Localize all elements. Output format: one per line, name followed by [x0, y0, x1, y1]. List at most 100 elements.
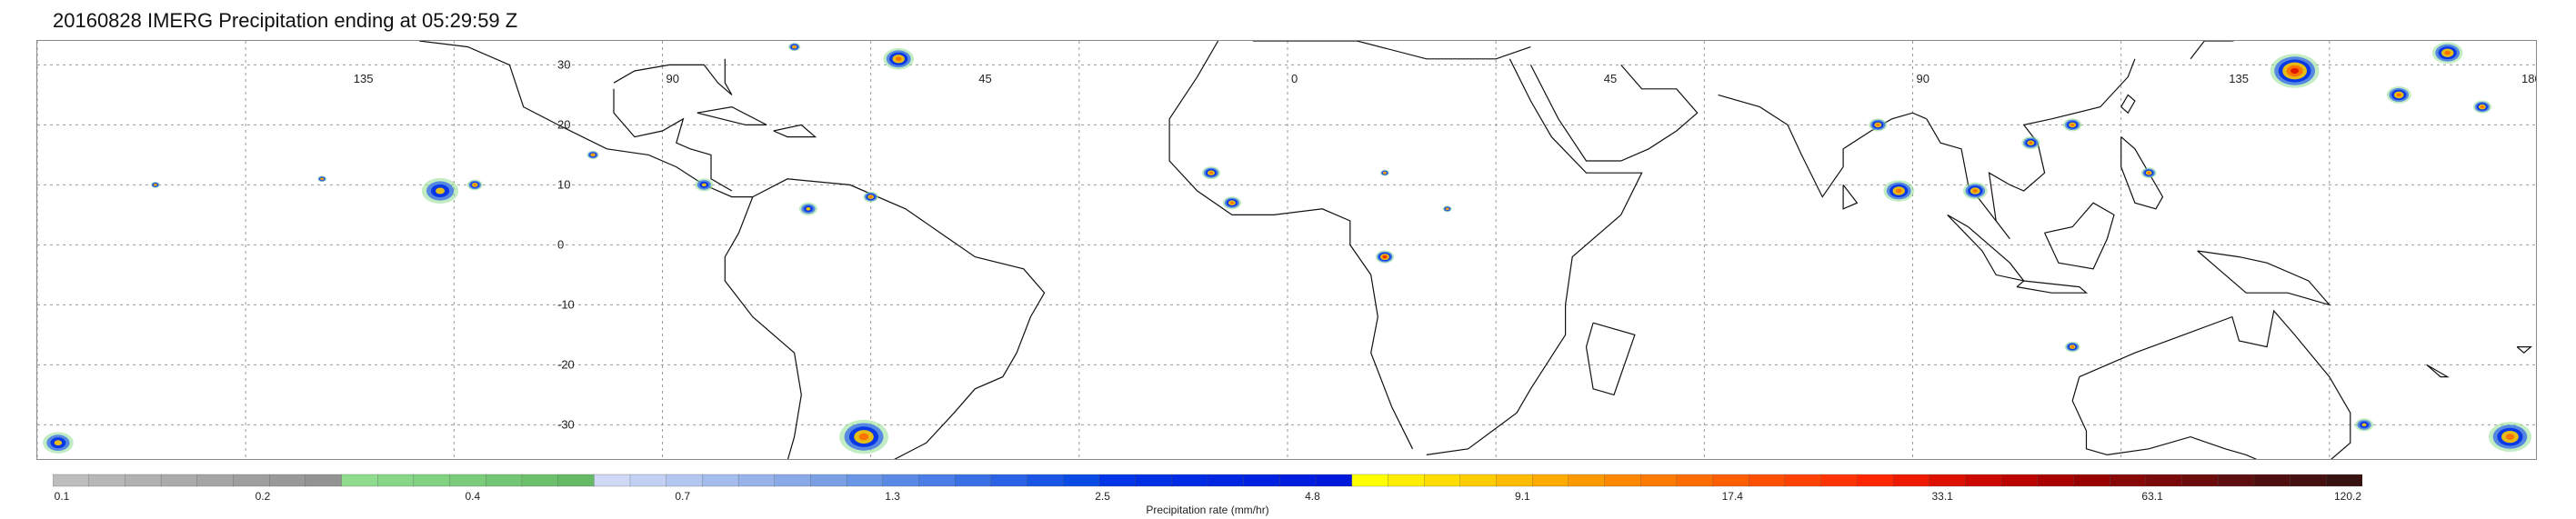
- colorbar-segment: [2253, 474, 2291, 487]
- colorbar-segment: [2000, 474, 2039, 487]
- colorbar-segment: [1965, 474, 2002, 487]
- longitude-label: 90: [1917, 72, 1929, 85]
- precip-contour: [1876, 124, 1880, 126]
- colorbar-segment: [1388, 474, 1425, 487]
- precip-cell: [2140, 167, 2157, 179]
- colorbar-segment: [2181, 474, 2219, 487]
- coast-sumatra: [1947, 214, 2026, 282]
- precip-cell: [1962, 182, 1988, 200]
- colorbar-segment: [268, 474, 306, 487]
- colorbar-segment: [702, 474, 739, 487]
- colorbar-segment: [1027, 474, 1064, 487]
- colorbar-segment: [2073, 474, 2110, 487]
- colorbar-segment: [2218, 474, 2255, 487]
- precip-contour: [1208, 171, 1213, 175]
- latitude-label: 30: [557, 57, 570, 71]
- colorbar-tick-label: 0.7: [675, 490, 690, 503]
- precip-contour: [473, 184, 476, 186]
- colorbar: 0.1 0.2 0.4 0.7 1.3 2.5 4.8 9.1 17.4 33.1 63.1 120.…: [53, 473, 2362, 516]
- colorbar-title: Precipitation rate (mm/hr): [1146, 504, 1269, 516]
- precip-cell: [1379, 169, 1389, 176]
- latitude-label: 10: [557, 177, 570, 191]
- colorbar-segment: [377, 474, 415, 487]
- colorbar-segment: [1712, 474, 1749, 487]
- colorbar-segment: [774, 474, 812, 487]
- colorbar-segment: [1640, 474, 1678, 487]
- colorbar-segment: [629, 474, 667, 487]
- coastlines: [419, 41, 2533, 459]
- colorbar-tick-label: 0.4: [465, 490, 480, 503]
- colorbar-segment: [666, 474, 704, 487]
- precip-contour: [1972, 189, 1978, 193]
- precip-cell: [1201, 166, 1221, 180]
- colorbar-segment: [160, 474, 198, 487]
- coast-gulf-mexico: [613, 88, 733, 192]
- coast-australia-west: [2071, 376, 2258, 459]
- colorbar-segment: [955, 474, 992, 487]
- precip-cell: [2021, 136, 2040, 150]
- precip-cell: [2431, 42, 2463, 64]
- precip-cell: [2270, 54, 2320, 88]
- coast-hispaniola: [773, 124, 817, 138]
- colorbar-tick-label: 1.3: [885, 490, 900, 503]
- colorbar-segment: [990, 474, 1028, 487]
- precip-contour: [1446, 208, 1448, 210]
- coast-southeast-asia: [1926, 58, 2136, 240]
- precip-contour: [1383, 255, 1387, 258]
- coast-philippines: [2120, 136, 2164, 210]
- precip-contour: [868, 195, 873, 198]
- colorbar-segment: [1243, 474, 1281, 487]
- precip-cell: [150, 181, 160, 188]
- longitude-label: 0: [1291, 72, 1298, 85]
- precip-contour: [2396, 93, 2401, 97]
- colorbar-canvas: 0.1 0.2 0.4 0.7 1.3 2.5 4.8 9.1 17.4 33.1 63.1 120.…: [53, 474, 2362, 503]
- precip-cell: [466, 179, 483, 191]
- colorbar-segment: [1135, 474, 1172, 487]
- graticule: [37, 41, 2536, 459]
- colorbar-tick-label: 0.1: [55, 490, 70, 503]
- coast-cuba: [697, 105, 767, 125]
- precip-cell: [2063, 118, 2082, 132]
- colorbar-segment: [1749, 474, 1786, 487]
- colorbar-segment: [1892, 474, 1930, 487]
- colorbar-segments: [53, 474, 2362, 487]
- precip-cell: [695, 178, 714, 192]
- precipitation-layer: [43, 42, 2531, 454]
- colorbar-segment: [918, 474, 956, 487]
- coast-new-caledonia: [2426, 364, 2450, 378]
- colorbar-segment: [594, 474, 631, 487]
- colorbar-segment: [1279, 474, 1317, 487]
- coast-africa-west: [1168, 41, 1414, 450]
- colorbar-segment: [1568, 474, 1606, 487]
- longitude-label: 180: [2521, 72, 2537, 85]
- precip-cell: [839, 419, 888, 454]
- colorbar-segment: [1784, 474, 1822, 487]
- precip-contour: [2070, 345, 2074, 348]
- latitude-label: -30: [557, 417, 575, 431]
- colorbar-tick-label: 9.1: [1515, 490, 1530, 503]
- colorbar-segment: [1207, 474, 1245, 487]
- precip-cell: [421, 177, 459, 205]
- precip-contour: [2480, 105, 2484, 108]
- colorbar-tick-label: 0.2: [256, 490, 271, 503]
- colorbar-tick-label: 63.1: [2141, 490, 2163, 503]
- precip-contour: [2147, 172, 2150, 175]
- colorbar-tick-label: 17.4: [1722, 490, 1744, 503]
- precip-cell: [2386, 86, 2411, 104]
- colorbar-segment: [1496, 474, 1533, 487]
- colorbar-segment: [1351, 474, 1389, 487]
- precip-cell: [2472, 100, 2491, 114]
- longitude-labels: 135 90 45 0 45 90 135 180: [354, 72, 2537, 85]
- precip-contour: [858, 433, 869, 441]
- longitude-label: 135: [354, 72, 374, 85]
- colorbar-segment: [449, 474, 486, 487]
- coast-south-america-east: [752, 178, 1046, 459]
- colorbar-segment: [196, 474, 235, 487]
- latitude-label: -10: [557, 297, 575, 311]
- longitude-label: 135: [2229, 72, 2249, 85]
- precip-cell: [863, 191, 879, 203]
- coast-madagascar: [1585, 322, 1636, 396]
- latitude-label: 0: [557, 237, 564, 251]
- colorbar-segment: [1929, 474, 1967, 487]
- precip-contour: [2290, 67, 2300, 75]
